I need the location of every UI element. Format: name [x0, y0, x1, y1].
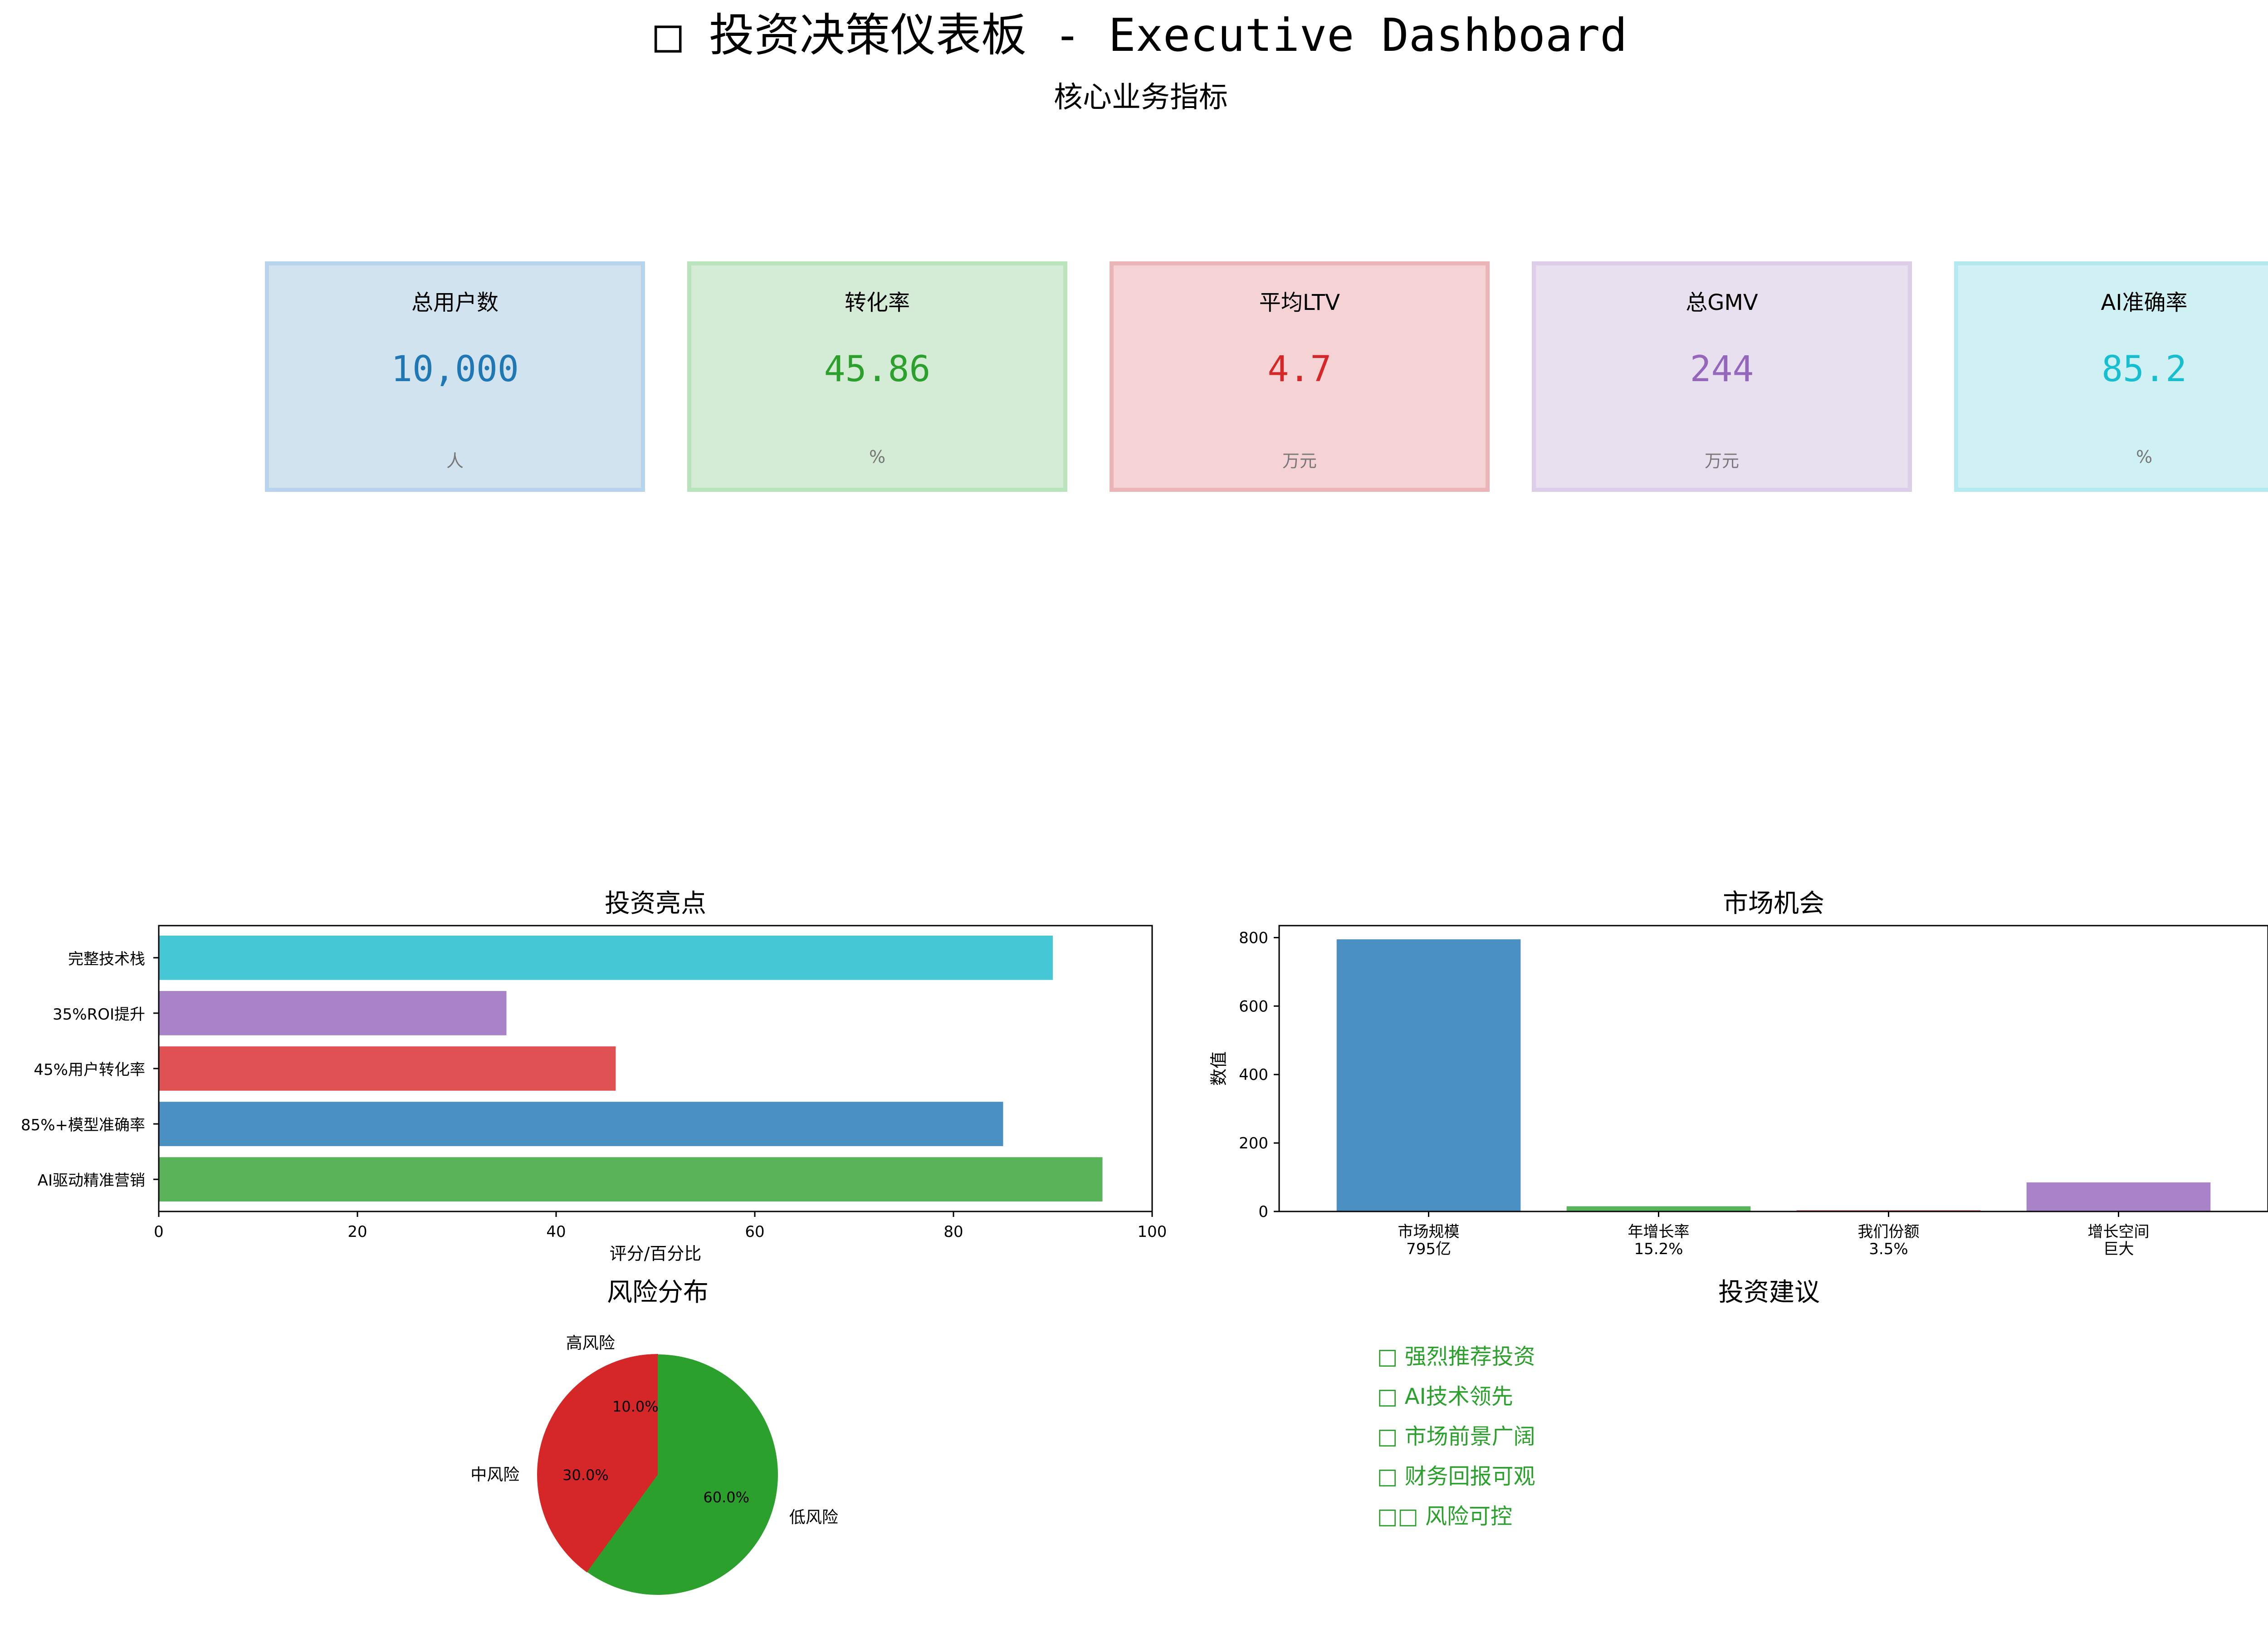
bar — [2026, 1182, 2211, 1211]
kpi-label: 总用户数 — [411, 290, 499, 315]
bar — [1566, 1206, 1751, 1211]
y-tick-label: 45%用户转化率 — [34, 1061, 145, 1079]
pie-slice — [537, 1377, 659, 1573]
kpi-value: 10,000 — [391, 349, 519, 390]
x-tick-label: 60 — [745, 1223, 764, 1241]
pie-pct-label: 10.0% — [612, 1398, 659, 1415]
y-tick-label: 35%ROI提升 — [53, 1005, 145, 1024]
x-tick-label: 我们份额 3.5% — [1857, 1223, 1919, 1258]
pie-label: 低风险 — [789, 1508, 838, 1527]
kpi-value: 85.2 — [2102, 349, 2187, 390]
x-tick-label: 80 — [943, 1223, 963, 1241]
recommendation-item: □ 市场前景广阔 — [1377, 1424, 1535, 1449]
pie-slice — [587, 1354, 778, 1595]
risk-chart-title: 风险分布 — [607, 1278, 709, 1307]
bar — [159, 1046, 616, 1091]
investment-highlights-chart: AI驱动精准营销 85%+模型准确率 45%用户转化率 35%ROI提升 完整技术栈 0 2… — [21, 925, 1167, 1264]
market-opportunity-chart: 0 200 400 600 800 市场规模 795亿 年增长率 15.2% 我们份额 3.5% 增长… — [1209, 925, 2268, 1258]
y-tick-label: 完整技术栈 — [68, 950, 145, 968]
pie-pct-label: 60.0% — [703, 1489, 749, 1506]
kpi-unit: 万元 — [1282, 451, 1317, 471]
kpi-value: 4.7 — [1267, 349, 1332, 390]
pie-label: 中风险 — [470, 1466, 519, 1484]
recommendations-title: 投资建议 — [1718, 1278, 1820, 1307]
plot-frame — [158, 925, 1153, 1212]
x-tick-label: 100 — [1138, 1223, 1167, 1241]
highlights-chart-title: 投资亮点 — [605, 889, 706, 918]
dashboard-title: □ 投资决策仪表板 - Executive Dashboard — [654, 9, 1628, 62]
recommendation-item: □ 强烈推荐投资 — [1377, 1344, 1535, 1369]
y-tick-label: 200 — [1239, 1134, 1268, 1152]
kpi-value: 45.86 — [824, 349, 931, 390]
kpi-value: 244 — [1690, 349, 1754, 390]
x-tick-label: 0 — [154, 1223, 164, 1241]
kpi-section-title: 核心业务指标 — [1054, 81, 1228, 114]
kpi-label: 转化率 — [844, 290, 910, 315]
market-chart-title: 市场机会 — [1723, 889, 1824, 918]
kpi-unit: 万元 — [1704, 451, 1739, 471]
kpi-label: 总GMV — [1686, 290, 1758, 315]
recommendation-item: □ 财务回报可观 — [1377, 1464, 1535, 1489]
recommendation-item: □ AI技术领先 — [1377, 1384, 1513, 1409]
bar — [1336, 939, 1521, 1211]
plot-frame — [1278, 925, 2268, 1212]
bar — [159, 935, 1053, 980]
x-axis-label: 评分/百分比 — [610, 1244, 702, 1264]
bar — [159, 991, 507, 1035]
kpi-label: 平均LTV — [1259, 290, 1340, 315]
y-tick-label: 85%+模型准确率 — [21, 1116, 145, 1134]
y-tick-label: AI驱动精准营销 — [38, 1172, 145, 1190]
y-axis-label: 数值 — [1209, 1051, 1229, 1086]
x-tick-label: 40 — [546, 1223, 566, 1241]
x-tick-label: 年增长率 15.2% — [1628, 1223, 1690, 1258]
y-tick-label: 0 — [1258, 1203, 1268, 1221]
bar — [159, 1157, 1103, 1202]
kpi-card: 总用户数 10,000 人 — [265, 261, 645, 492]
risk-distribution-chart: 高风险 10.0% 中风险 30.0% 低风险 60.0% — [470, 1334, 838, 1595]
y-tick-label: 400 — [1239, 1066, 1268, 1084]
kpi-label: AI准确率 — [2101, 290, 2188, 315]
kpi-card: 总GMV 244 万元 — [1532, 261, 1912, 492]
kpi-unit: % — [869, 447, 886, 467]
x-tick-label: 20 — [347, 1223, 367, 1241]
x-tick-label: 增长空间巨大 — [2087, 1223, 2149, 1258]
kpi-card: AI准确率 85.2% — [1954, 261, 2268, 492]
recommendations-list: □ 强烈推荐投资 □ AI技术领先 □ 市场前景广阔 □ 财务回报可观 □□ 风险可控 — [1377, 1343, 1535, 1543]
x-tick-label: 市场规模 795亿 — [1398, 1223, 1460, 1258]
pie-label: 高风险 — [566, 1334, 615, 1353]
y-tick-label: 600 — [1239, 997, 1268, 1015]
pie-pct-label: 30.0% — [562, 1466, 609, 1484]
kpi-unit: 人 — [446, 451, 464, 471]
recommendation-item: □□ 风险可控 — [1377, 1504, 1512, 1529]
kpi-card: 转化率 45.86% — [687, 261, 1067, 492]
bar — [159, 1102, 1003, 1146]
kpi-unit: % — [2136, 447, 2153, 467]
kpi-card: 平均LTV 4.7 万元 — [1110, 261, 1490, 492]
y-tick-label: 800 — [1239, 929, 1268, 947]
pie-slice — [586, 1353, 658, 1476]
